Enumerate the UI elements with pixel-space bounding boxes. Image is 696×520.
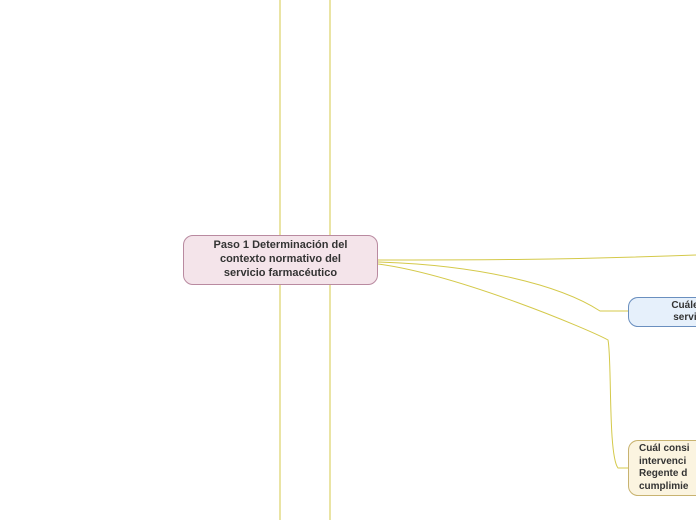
root-node[interactable]: Paso 1 Determinación del contexto normat… bbox=[183, 235, 378, 285]
connector-edge bbox=[378, 262, 628, 311]
child-node-objectives[interactable]: Cuáles son servicio fa bbox=[628, 297, 696, 327]
connector-edge bbox=[378, 264, 628, 468]
child-node-intervention-label: Cuál consi intervenci Regente d cumplimi… bbox=[639, 443, 690, 493]
child-node-objectives-label: Cuáles son servicio fa bbox=[671, 300, 696, 325]
child-node-intervention[interactable]: Cuál consi intervenci Regente d cumplimi… bbox=[628, 440, 696, 496]
connector-edge bbox=[378, 255, 696, 260]
root-node-label: Paso 1 Determinación del contexto normat… bbox=[214, 239, 348, 280]
mindmap-canvas: Paso 1 Determinación del contexto normat… bbox=[0, 0, 696, 520]
